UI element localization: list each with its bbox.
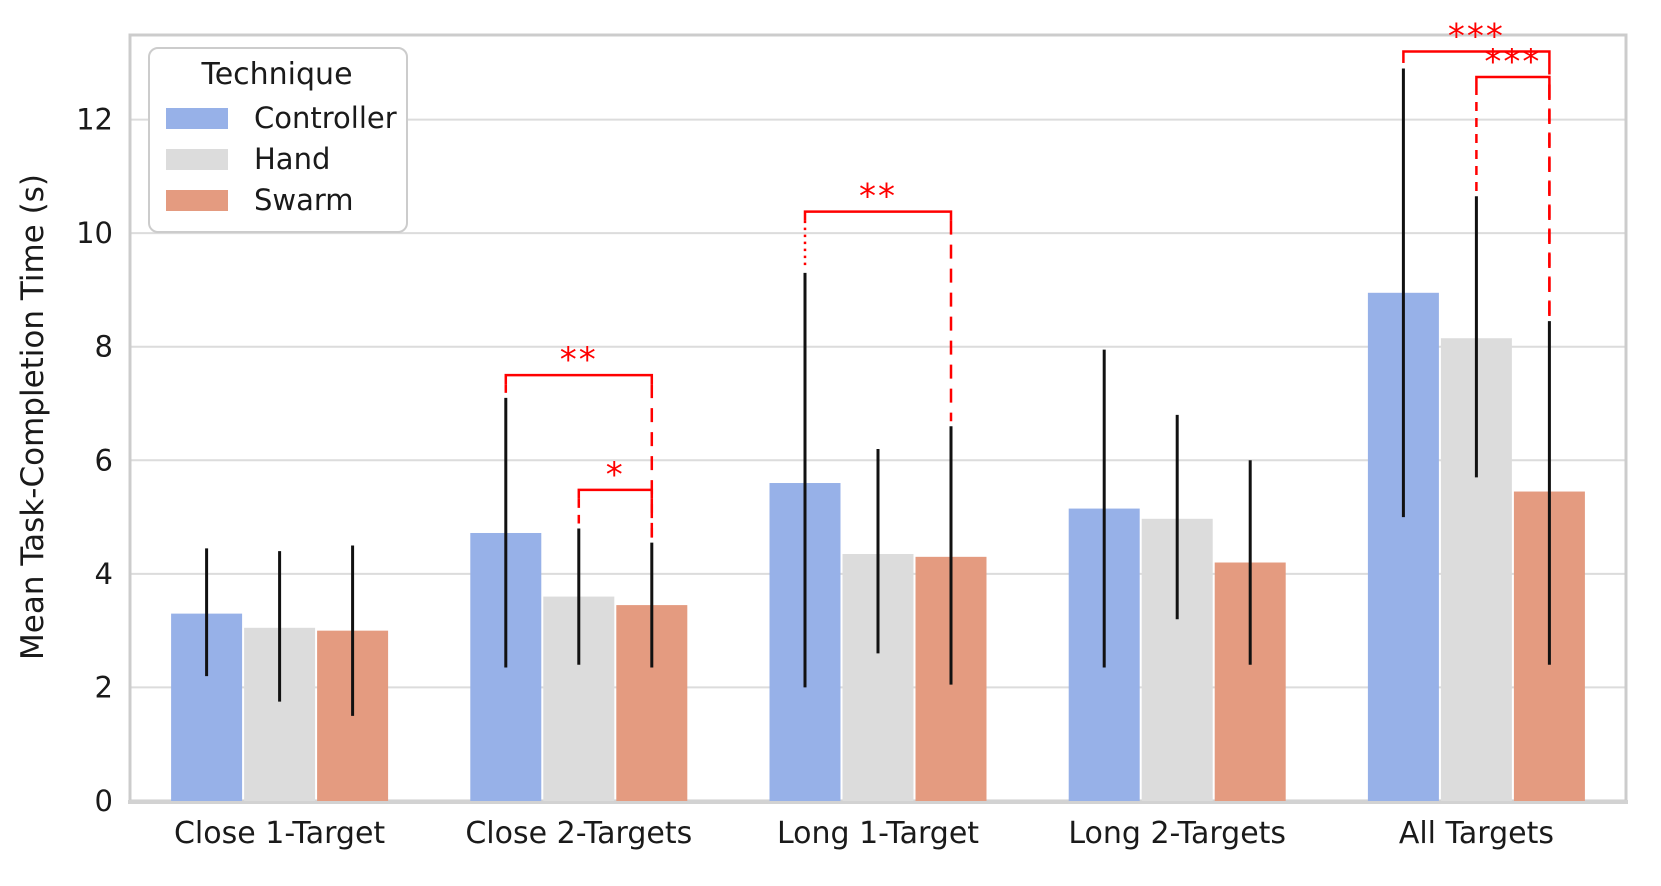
legend-swatch-hand — [166, 149, 228, 170]
sig-bracket — [1475, 75, 1551, 87]
x-tick-label: All Targets — [1399, 816, 1554, 851]
sig-bracket — [504, 373, 654, 385]
legend-label-swarm: Swarm — [254, 183, 354, 217]
x-tick-label: Long 2-Targets — [1068, 816, 1286, 851]
legend-label-hand: Hand — [254, 142, 331, 176]
legend-item-hand: Hand — [166, 145, 388, 174]
y-tick-label: 6 — [95, 443, 113, 477]
legend-title: Technique — [201, 57, 353, 92]
x-tick-label: Close 1-Target — [174, 816, 385, 851]
y-tick-label: 8 — [95, 330, 113, 364]
sig-bracket — [803, 210, 953, 221]
sig-bracket — [1402, 50, 1551, 61]
y-axis-label: Mean Task-Completion Time (s) — [15, 174, 51, 660]
sig-label: *** — [1448, 16, 1505, 56]
x-tick-label: Close 2-Targets — [465, 816, 692, 851]
y-tick-label: 12 — [76, 103, 113, 137]
y-tick-label: 4 — [95, 557, 113, 591]
legend: Technique Controller Hand Swarm — [148, 47, 408, 233]
legend-label-controller: Controller — [254, 101, 397, 135]
sig-label: * — [606, 455, 625, 495]
legend-item-swarm: Swarm — [166, 186, 388, 215]
sig-label: ** — [859, 177, 897, 217]
y-tick-label: 10 — [76, 216, 113, 250]
y-tick-label: 0 — [95, 784, 113, 818]
sig-bracket — [577, 488, 654, 499]
sig-label: *** — [1484, 42, 1541, 82]
legend-item-controller: Controller — [166, 104, 397, 133]
sig-label: ** — [560, 340, 598, 380]
legend-swatch-controller — [166, 108, 228, 129]
x-tick-label: Long 1-Target — [777, 816, 979, 851]
y-tick-label: 2 — [95, 670, 113, 704]
legend-swatch-swarm — [166, 190, 228, 211]
